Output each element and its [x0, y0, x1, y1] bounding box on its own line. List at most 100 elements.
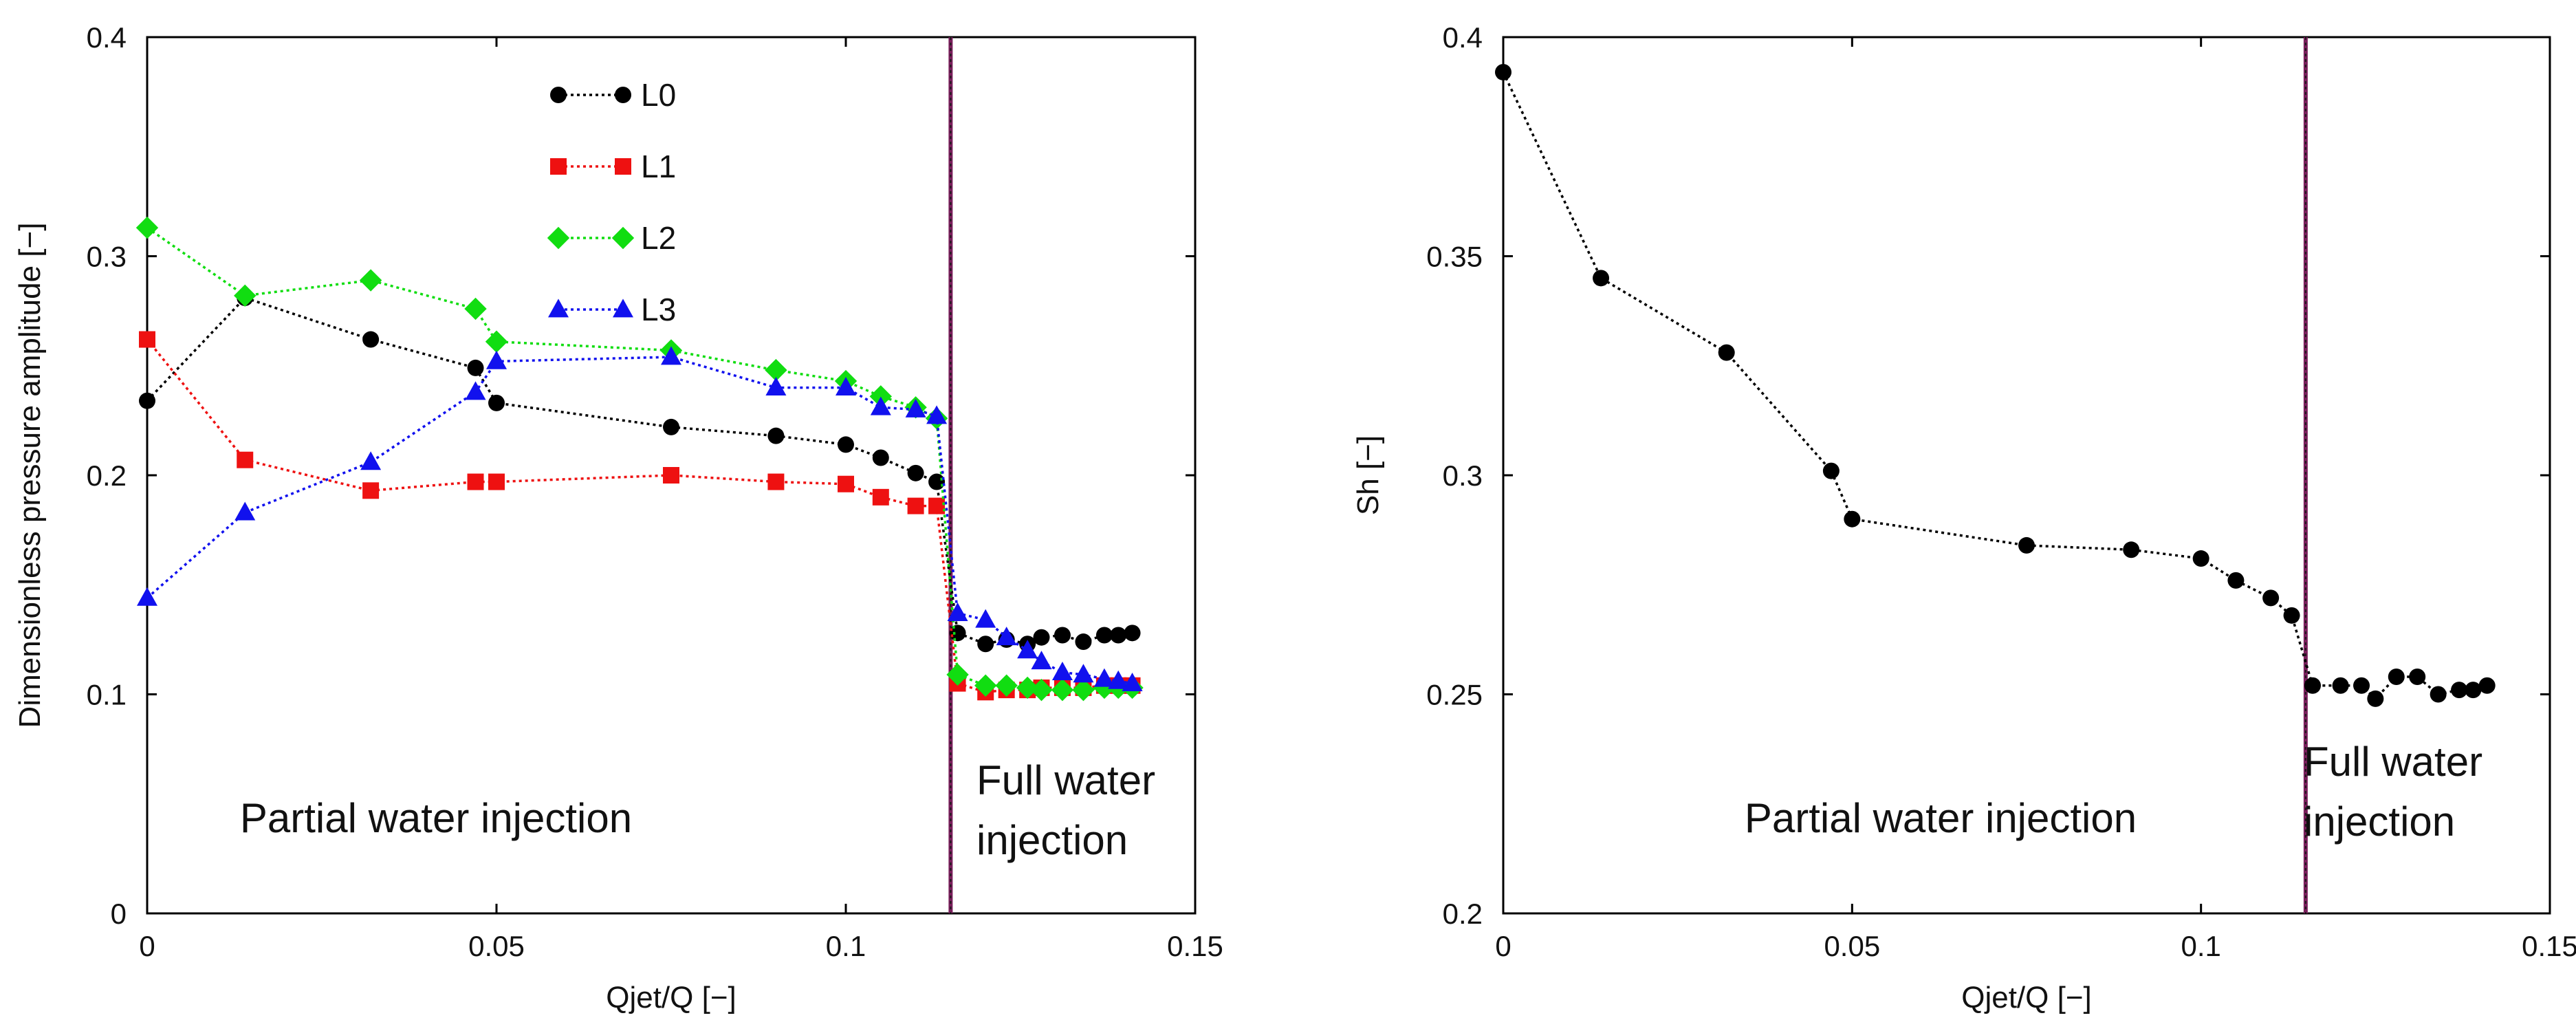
legend-L3-marker-right: [613, 299, 633, 318]
right-series-Sh-point: [1844, 510, 1861, 528]
left-series-L2-point: [1093, 676, 1116, 699]
legend-L1-marker-right: [615, 158, 631, 175]
left-series-L1-point: [362, 482, 380, 499]
left-series-L1-point: [237, 451, 254, 468]
left-annotation-full-water-line2: injection: [976, 817, 1128, 863]
right-y-tick-label: 0.2: [1443, 898, 1483, 930]
right-series-Sh-point: [2478, 677, 2496, 694]
left-series-L0-point: [362, 331, 380, 348]
right-series-Sh-point: [2465, 682, 2482, 699]
right-x-tick-label: 0.05: [1824, 930, 1880, 962]
left-series-L2-point: [869, 385, 892, 408]
right-y-tick-label: 0.35: [1426, 241, 1483, 273]
left-series-L2-point: [234, 284, 256, 307]
right-series-Sh-point: [1495, 63, 1511, 80]
right-series-Sh-point: [1718, 344, 1735, 361]
left-series-L3-point: [360, 451, 382, 470]
legend-L2-marker-right: [611, 226, 635, 250]
right-series-Sh-point: [2227, 572, 2245, 589]
right-x-tick-label: 0.1: [2181, 930, 2220, 962]
legend-L3-marker-left: [548, 299, 569, 318]
left-series-L0-point: [1075, 633, 1092, 651]
right-series-Sh-point: [1593, 270, 1610, 287]
left-series-L2-point: [359, 269, 382, 292]
left-series-L3-point: [465, 381, 486, 400]
left-series-L1-point: [139, 331, 155, 348]
left-series-L2-point: [135, 216, 159, 239]
left-series-L1-point: [663, 467, 679, 484]
left-series-L2-point: [1016, 676, 1039, 699]
left-series-L3-point: [234, 501, 256, 521]
left-series-L1-point: [767, 473, 785, 490]
left-series-L1-point: [928, 497, 946, 514]
legend-L2-marker-left: [547, 226, 570, 250]
right-series-Sh-point: [2388, 669, 2405, 686]
left-series-L3-point: [137, 587, 157, 606]
left-series-L2-point: [1030, 678, 1053, 702]
right-series-Sh-point: [2018, 536, 2035, 554]
left-x-tick-label: 0.15: [1167, 930, 1223, 962]
left-series-L1-point: [872, 488, 889, 506]
right-series-Sh-point: [2283, 607, 2300, 624]
right-series-Sh-point: [2451, 682, 2468, 699]
right-series-Sh-point: [2430, 686, 2447, 703]
left-series-L3-point: [1093, 668, 1115, 687]
legend-L0-label: L0: [641, 77, 676, 113]
left-series-L0-point: [949, 625, 966, 642]
left-x-tick-label: 0: [139, 930, 155, 962]
left-series-L0-point: [1110, 627, 1127, 644]
right-series-Sh-point: [2332, 677, 2349, 694]
legend-L0-marker-right: [615, 87, 631, 103]
left-series-L0-point: [488, 394, 505, 411]
strouhal-chart: 0 0.05 0.1 0.15 0.2 0.25 0.3 0.35 0.4 Qjet/Q [−] S…: [1351, 21, 2576, 1014]
right-series-Sh-point: [2304, 677, 2322, 694]
left-series-L3-point: [926, 405, 948, 424]
left-series-L3-point: [1031, 651, 1052, 670]
left-series-L0-point: [1124, 625, 1141, 642]
right-y-axis-label: Sh [−]: [1351, 435, 1385, 515]
left-series-L0-point: [1095, 627, 1113, 644]
legend-L1-marker-left: [550, 158, 567, 175]
left-series-L0-point: [139, 392, 155, 409]
right-x-tick-label: 0: [1495, 930, 1511, 962]
left-series-L3-point: [836, 377, 856, 395]
left-series-L3-point: [1051, 662, 1073, 681]
left-series-L2-point: [995, 674, 1018, 697]
left-series-L3-point: [1073, 664, 1094, 683]
left-series-L2-point: [946, 663, 969, 686]
right-annotation-full-water-line2: injection: [2304, 799, 2455, 845]
left-series-L3-point: [1122, 672, 1143, 691]
legend-L2-label: L2: [641, 220, 676, 256]
left-y-tick-label: 0.3: [87, 241, 127, 273]
left-annotation-full-water-line1: Full water: [976, 757, 1155, 803]
left-series-L0-point: [872, 449, 889, 466]
right-series-Sh-point: [2409, 669, 2426, 686]
left-series-L2-point: [974, 674, 997, 697]
pressure-amplitude-chart: 0 0.05 0.1 0.15 0 0.1 0.2 0.3 0.4 Qjet/Q [−] Dimen…: [13, 21, 1223, 1014]
left-y-axis-label: Dimensionless pressure amplitude [−]: [13, 223, 47, 728]
left-series-L3-point: [996, 627, 1017, 646]
left-series-L1-point: [907, 497, 924, 514]
right-series-Sh-point: [2367, 690, 2384, 707]
right-annotation-full-water-line1: Full water: [2304, 739, 2482, 785]
left-series-L1-point: [467, 473, 484, 490]
left-series-L0-point: [767, 427, 785, 444]
right-y-tick-label: 0.4: [1443, 21, 1483, 54]
left-series-L0-point: [838, 436, 854, 453]
left-series-L0-point: [907, 464, 924, 481]
right-series-Sh-point: [2123, 541, 2140, 558]
left-series-L2-point: [485, 330, 508, 353]
left-x-axis-label: Qjet/Q [−]: [606, 981, 736, 1014]
left-series-L3-point: [1108, 670, 1129, 689]
left-y-tick-label: 0.1: [87, 679, 127, 711]
left-y-tick-label: 0.2: [87, 459, 127, 492]
right-series-Sh-point: [2262, 589, 2280, 607]
left-y-tick-label: 0: [111, 898, 127, 930]
left-series-L0-point: [663, 418, 679, 435]
left-series-L0-point: [977, 636, 994, 653]
right-x-tick-label: 0.15: [2522, 930, 2576, 962]
left-series-L3-point: [661, 346, 681, 365]
left-series-L2-point: [765, 358, 787, 382]
left-series-L0-point: [467, 359, 484, 376]
left-y-tick-label: 0.4: [87, 21, 127, 54]
